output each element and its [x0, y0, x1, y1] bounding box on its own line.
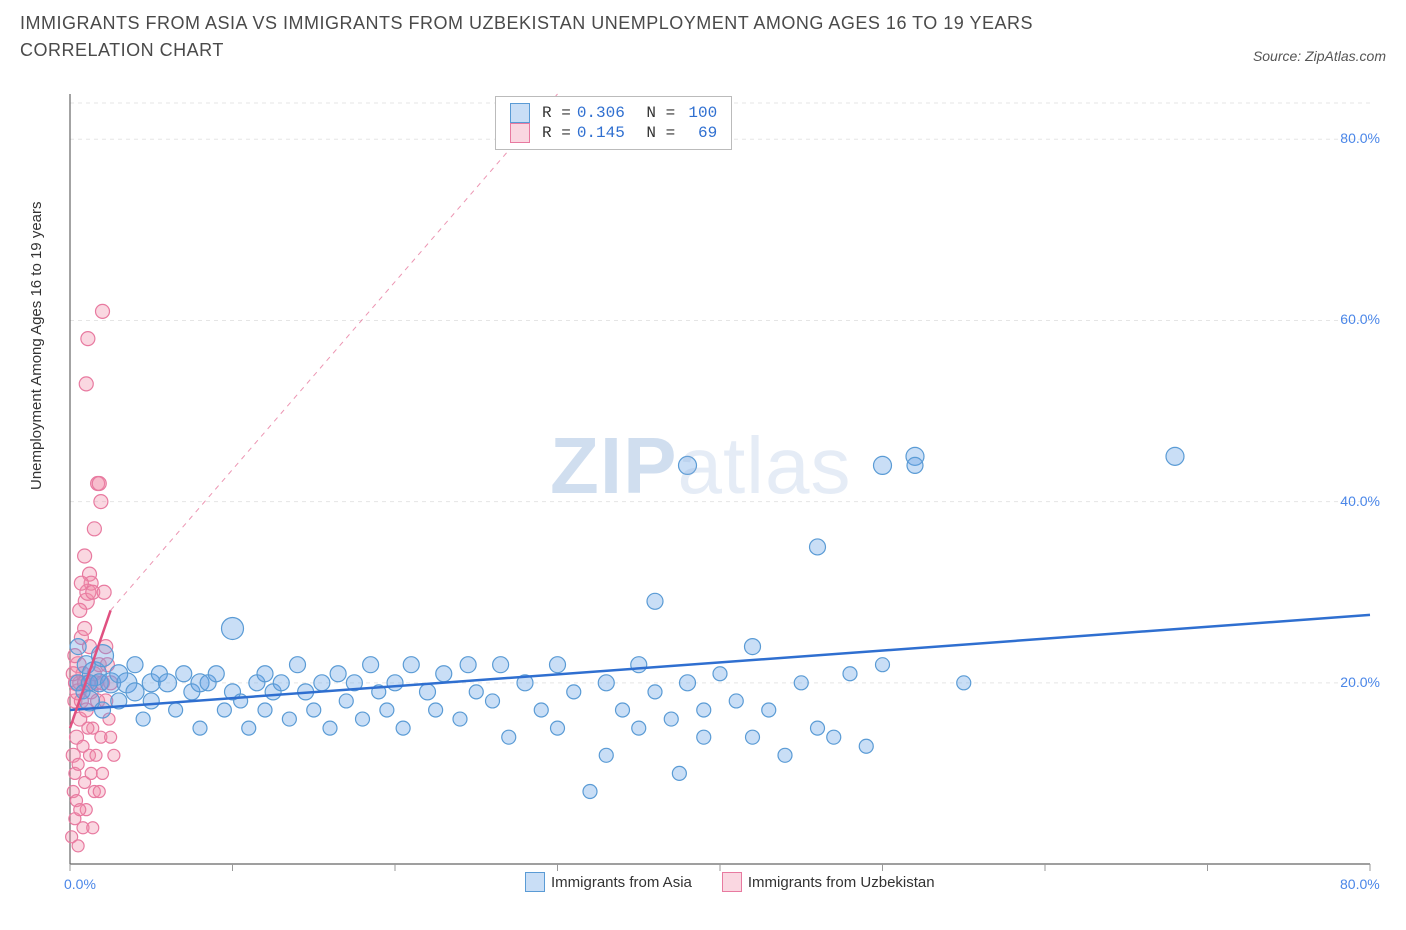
- series-legend: Immigrants from Asia Immigrants from Uzbe…: [525, 872, 935, 892]
- source-attribution: Source: ZipAtlas.com: [1253, 48, 1386, 64]
- x-tick-label: 80.0%: [1340, 876, 1380, 892]
- legend-swatch-asia-bottom: [525, 872, 545, 892]
- correlation-legend: R = 0.306 N = 100R = 0.145 N = 69: [495, 96, 732, 150]
- legend-swatch-asia: [510, 103, 530, 123]
- legend-row-uzbekistan: R = 0.145 N = 69: [510, 123, 717, 143]
- x-tick-label: 0.0%: [64, 876, 96, 892]
- scatter-chart: [60, 90, 1380, 890]
- series-legend-asia: Immigrants from Asia: [525, 872, 692, 892]
- series-legend-uzbekistan: Immigrants from Uzbekistan: [722, 872, 935, 892]
- legend-label-uzbekistan: Immigrants from Uzbekistan: [748, 874, 935, 891]
- legend-swatch-uzbekistan: [510, 123, 530, 143]
- chart-area: ZIPatlas R = 0.306 N = 100R = 0.145 N = …: [60, 90, 1380, 890]
- chart-title: IMMIGRANTS FROM ASIA VS IMMIGRANTS FROM …: [20, 10, 1120, 64]
- legend-swatch-uzbekistan-bottom: [722, 872, 742, 892]
- y-tick-label: 20.0%: [1330, 674, 1380, 690]
- y-tick-label: 80.0%: [1330, 130, 1380, 146]
- y-axis-label: Unemployment Among Ages 16 to 19 years: [28, 201, 45, 490]
- y-tick-label: 60.0%: [1330, 311, 1380, 327]
- legend-label-asia: Immigrants from Asia: [551, 874, 692, 891]
- y-tick-label: 40.0%: [1330, 493, 1380, 509]
- legend-row-asia: R = 0.306 N = 100: [510, 103, 717, 123]
